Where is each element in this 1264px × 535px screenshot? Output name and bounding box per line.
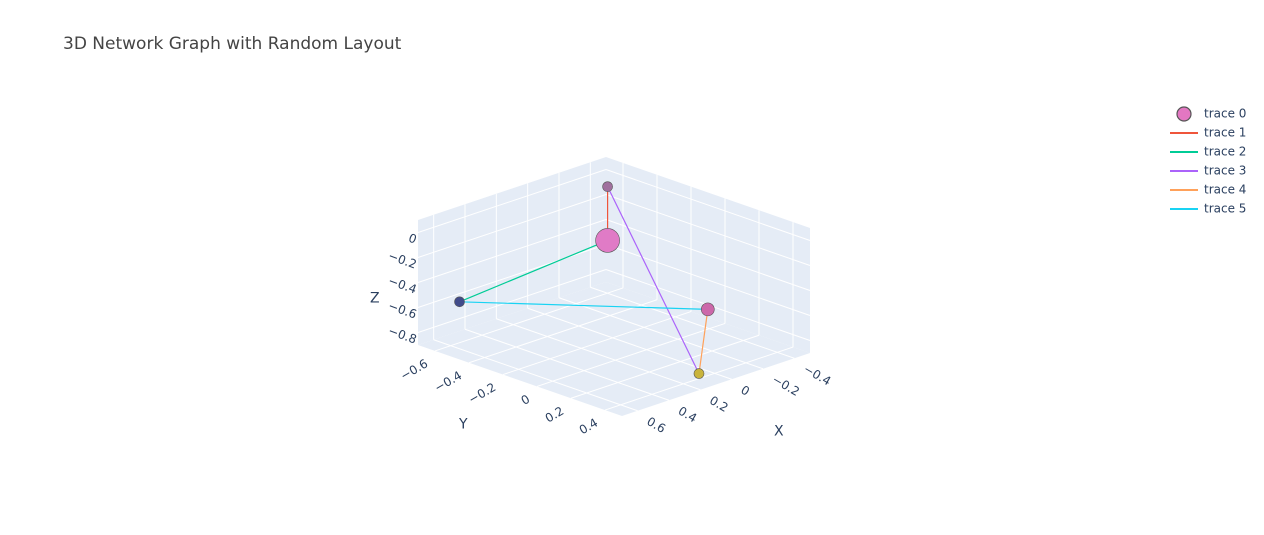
grid-line [536,322,726,387]
z-tick-label: −0.8 [386,323,418,346]
x-tick-label: −0.4 [801,362,833,389]
legend-label: trace 5 [1204,202,1246,216]
x-tick-label: −0.2 [770,372,802,399]
x-tick-label: 0 [738,383,752,399]
z-tick-label: −0.4 [386,273,418,296]
legend-item: trace 3 [1170,164,1246,178]
legend-label: trace 3 [1204,164,1246,178]
grid-line [417,244,607,308]
grid-line [417,269,607,333]
grid-line [468,299,658,364]
grid-line [464,328,670,401]
x-tick-label: 0.6 [644,414,668,436]
node [700,302,715,317]
grid-line [417,169,607,233]
y-tick-label: 0.2 [543,404,567,426]
y-tick-label: −0.4 [432,368,464,395]
grid-line [605,169,811,241]
legend-item: trace 5 [1170,202,1246,216]
y-tick-label: 0.4 [577,416,601,438]
legend-item: trace 0 [1176,106,1246,122]
x-axis-title: X [774,424,784,440]
grid-line [417,219,607,283]
grid-line [496,318,701,391]
edge [607,186,700,374]
scene: −0.4−0.200.20.40.6−0.6 −0.4 −0.2 00.20.4−0.… [370,157,833,440]
x-tick-label: 0.4 [676,404,700,426]
y-tick-label: 0 [519,392,533,408]
z-tick-label: −0.6 [386,298,418,321]
grid-line [558,297,764,370]
legend-item: trace 1 [1170,126,1246,140]
grid-line [605,244,811,316]
grid-line [590,286,795,359]
legend: trace 0 trace 1 trace 2 trace 3 trace 4 trace… [1170,106,1246,216]
grid-line [570,334,760,399]
floor [418,282,810,416]
legend-label: trace 4 [1204,183,1246,197]
legend-label: trace 0 [1204,107,1246,121]
edge [698,309,709,374]
z-tick-label: 0 [407,231,419,247]
edge [459,239,608,303]
node [693,368,705,379]
grid-line [433,339,638,412]
node [454,296,465,308]
legend-item: trace 2 [1170,145,1246,159]
grid-line [502,311,692,376]
y-axis-title: Y [458,417,468,433]
legend-item: trace 4 [1170,183,1246,197]
legend-marker [1176,106,1192,122]
grid-line [527,307,732,380]
z-tick-label: −0.2 [386,248,418,271]
grid-line [417,194,607,258]
node [602,181,613,192]
y-tick-label: −0.6 [398,356,430,383]
edge [459,301,708,310]
grid-line [605,219,811,291]
z-axis-title: Z [370,291,380,307]
legend-label: trace 2 [1204,145,1246,159]
node [595,228,620,253]
grid-line [434,287,624,352]
x-tick-label: 0.2 [707,393,731,415]
grid-line [605,194,811,266]
legend-label: trace 1 [1204,126,1246,140]
y-tick-label: −0.2 [466,380,498,407]
chart-title: 3D Network Graph with Random Layout [63,34,402,54]
